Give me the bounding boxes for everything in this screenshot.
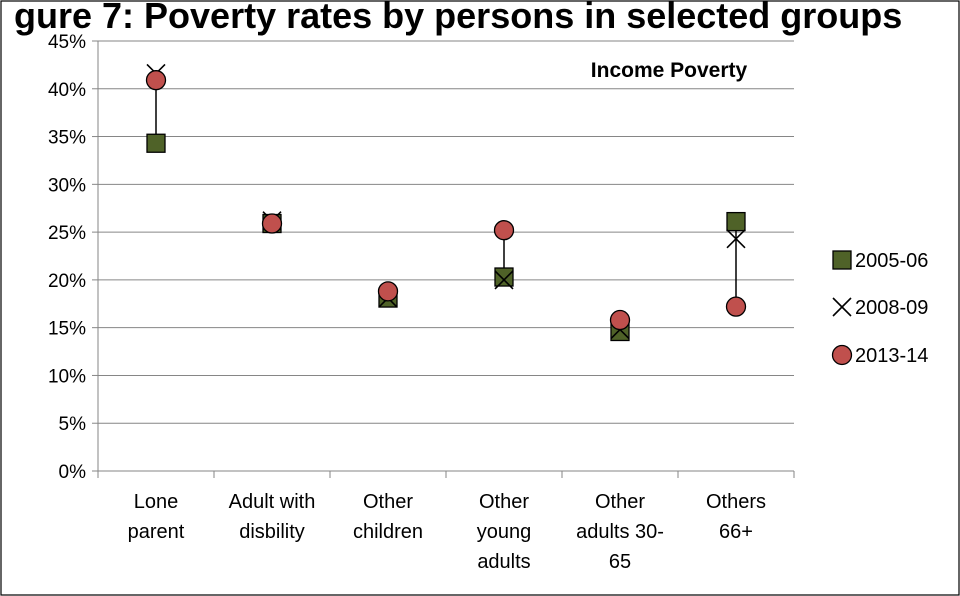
gridlines [98,40,794,424]
legend-marker-circle [831,344,853,366]
data-point-square [146,133,166,153]
data-point-x [726,229,746,249]
x-axis-category-labels: Lone parent Adult with disbility Other childr… [128,491,766,573]
data-point-square [494,267,514,287]
y-tick-label: 5% [59,414,87,435]
legend-marker-x [832,297,852,317]
legend: 2005-06 2008-09 2013-14 [831,250,928,367]
data-point-square [726,211,746,232]
data-point-circle [725,296,747,317]
y-tick-label: 10% [48,366,86,387]
y-tick-label: 25% [48,223,86,244]
y-tick-label: 30% [48,175,86,196]
y-tick-label: 40% [48,80,86,101]
data-point-circle [493,220,515,241]
legend-label: 2013-14 [855,345,928,367]
data-point-circle [145,70,167,91]
legend-marker-square [832,250,852,270]
x-category-label: Lone parent [128,491,185,543]
x-category-label: Other young adults [477,491,532,573]
x-category-label: Adult with disbility [229,491,316,543]
y-tick-label: 35% [48,128,86,149]
data-point-circle [261,213,283,234]
y-tick-label: 20% [48,271,86,292]
data-markers [145,63,747,342]
x-category-label: Other adults 30-65 [576,491,664,573]
axes [92,40,795,478]
page-title-fragment: gure 7: Poverty rates by persons in sele… [14,0,902,36]
x-category-label: Other children [353,491,423,543]
data-point-circle [377,281,399,302]
y-tick-label: 45% [48,32,86,53]
y-tick-label: 15% [48,319,86,340]
data-point-x [494,270,514,290]
y-tick-label: 0% [59,462,87,483]
x-category-label: Others 66+ [706,491,766,543]
chart-title: Income Poverty [591,59,748,82]
data-point-circle [609,309,631,331]
y-axis-tick-labels: 0% 5% 10% 15% 20% 25% 30% 35% 40% 45% [48,32,86,483]
legend-label: 2005-06 [855,250,928,272]
legend-label: 2008-09 [855,297,928,319]
